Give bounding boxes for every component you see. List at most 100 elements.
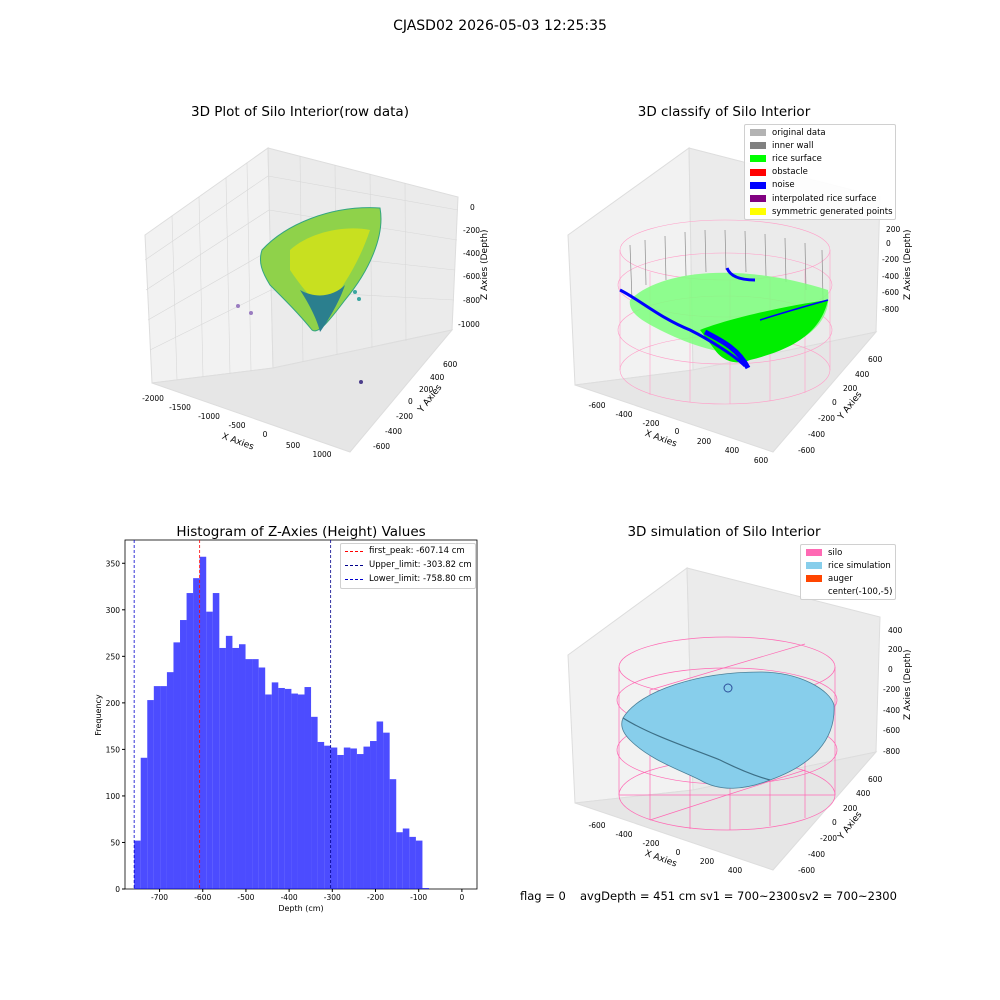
svg-text:0: 0 [886,239,891,248]
histogram-bar [409,836,416,889]
svg-text:0: 0 [263,430,268,439]
classify-noise-cluster [703,329,751,370]
svg-text:400: 400 [430,373,445,382]
svg-text:-600: -600 [588,821,605,830]
svg-text:-200: -200 [820,834,837,843]
histogram-y-axis-label: Frequency [94,694,103,736]
histogram-x-tick-label: -600 [194,893,211,902]
avg-depth-status: avgDepth = 451 cm [580,889,697,903]
svg-text:400: 400 [856,789,871,798]
raw-z-axis-label: Z Axies (Depth) [480,229,490,300]
svg-text:-200: -200 [818,414,835,423]
svg-text:-1000: -1000 [198,412,220,421]
histogram-x-tick-label: -100 [410,893,427,902]
histogram-bar [278,687,285,889]
sim-legend-item: rice simulation [801,559,895,572]
svg-text:0: 0 [888,665,893,674]
svg-text:200: 200 [888,645,903,654]
histogram-bar [383,732,390,889]
classify-legend-item: rice surface [745,152,895,165]
sv1-status: sv1 = 700~2300 [700,889,798,903]
histogram-x-ticks: -700 -600 -500 -400 -300 -200 -100 0 [151,889,464,902]
histogram-bar [140,757,148,889]
histogram-bar [402,828,410,889]
histogram-x-tick-label: -200 [367,893,384,902]
histogram-bar [173,642,181,889]
histogram-bar [284,688,292,889]
raw-surface-highlight [290,228,370,310]
raw-floor-pane [151,329,454,453]
histogram-bar [304,687,312,889]
classify-legend: original data inner wall rice surface obsta… [744,124,896,220]
histogram-bar [337,754,344,889]
sim-rice-surface [621,671,835,789]
sim-legend-swatch [806,575,822,582]
histogram-bar [363,746,371,889]
svg-text:-1000: -1000 [458,320,480,329]
svg-text:-500: -500 [228,421,245,430]
sim-y-axis-label: Y Axies [836,810,865,843]
histogram-y-tick-label: 200 [106,699,121,708]
sim-legend-item: silo [801,546,895,559]
histogram-bar [350,748,357,889]
svg-text:-600: -600 [798,446,815,455]
svg-text:-600: -600 [463,272,480,281]
svg-text:0: 0 [832,398,837,407]
sim-z-ticks: 400 200 0 -200 -400 -600 -800 [883,626,903,756]
histogram-legend: first_peak: -607.14 cm Upper_limit: -303.… [340,543,476,589]
svg-text:-400: -400 [385,427,402,436]
histogram-bar [291,693,298,889]
svg-text:600: 600 [868,355,883,364]
sim-x-axis-label: X Axies [643,849,678,870]
sim-legend-item: center(-100,-5) [801,585,895,598]
histogram-bar [186,593,194,889]
histogram-bar [180,620,187,889]
flag-status: flag = 0 [520,889,566,903]
histogram-bar [343,747,351,889]
raw-z-ticks: 0 -200 -400 -600 -800 -1000 [458,203,480,329]
classify-x-ticks: -600 -400 -200 0 200 400 600 [588,401,768,465]
raw-outlier-point [236,304,240,308]
simulation-legend: silo rice simulation auger center(-100,-5) [800,544,896,600]
histogram-y-tick-label: 100 [106,792,121,801]
histogram-x-tick-label: -300 [324,893,341,902]
sim-legend-label: center(-100,-5) [828,586,893,597]
classify-legend-label: obstacle [772,167,808,178]
histogram-bar [311,716,318,889]
svg-text:200: 200 [419,385,434,394]
svg-text:-400: -400 [808,430,825,439]
sim-legend-item: auger [801,572,895,585]
svg-text:200: 200 [886,225,901,234]
histogram-bar [212,593,220,889]
classify-legend-label: original data [772,127,826,138]
classify-legend-label: noise [772,180,795,191]
histogram-bar [193,578,200,889]
histogram-bar [415,840,423,889]
sim-legend-swatch [806,562,822,569]
classify-legend-swatch [750,155,766,163]
svg-text:-400: -400 [615,830,632,839]
histogram-x-tick-label: -500 [237,893,254,902]
classify-legend-swatch [750,181,766,189]
histogram-legend-line [345,550,363,552]
sim-legend-label: rice simulation [828,560,891,571]
histogram-bar [317,741,325,889]
svg-text:-600: -600 [373,442,390,451]
svg-text:600: 600 [868,775,883,784]
histogram-legend-item: Upper_limit: -303.82 cm [341,558,475,572]
histogram-bar [219,647,226,889]
svg-text:-400: -400 [882,272,899,281]
histogram-bar [271,682,279,889]
histogram-bar [232,647,239,889]
histogram-bar [297,694,305,889]
classify-legend-swatch [750,208,766,216]
histogram-bar [166,672,174,889]
histogram-legend-label: first_peak: -607.14 cm [369,546,465,556]
svg-text:0: 0 [470,203,475,212]
svg-text:0: 0 [676,848,681,857]
svg-text:-200: -200 [396,412,413,421]
histogram-bar [330,747,338,889]
sim-legend-swatch [806,588,822,595]
